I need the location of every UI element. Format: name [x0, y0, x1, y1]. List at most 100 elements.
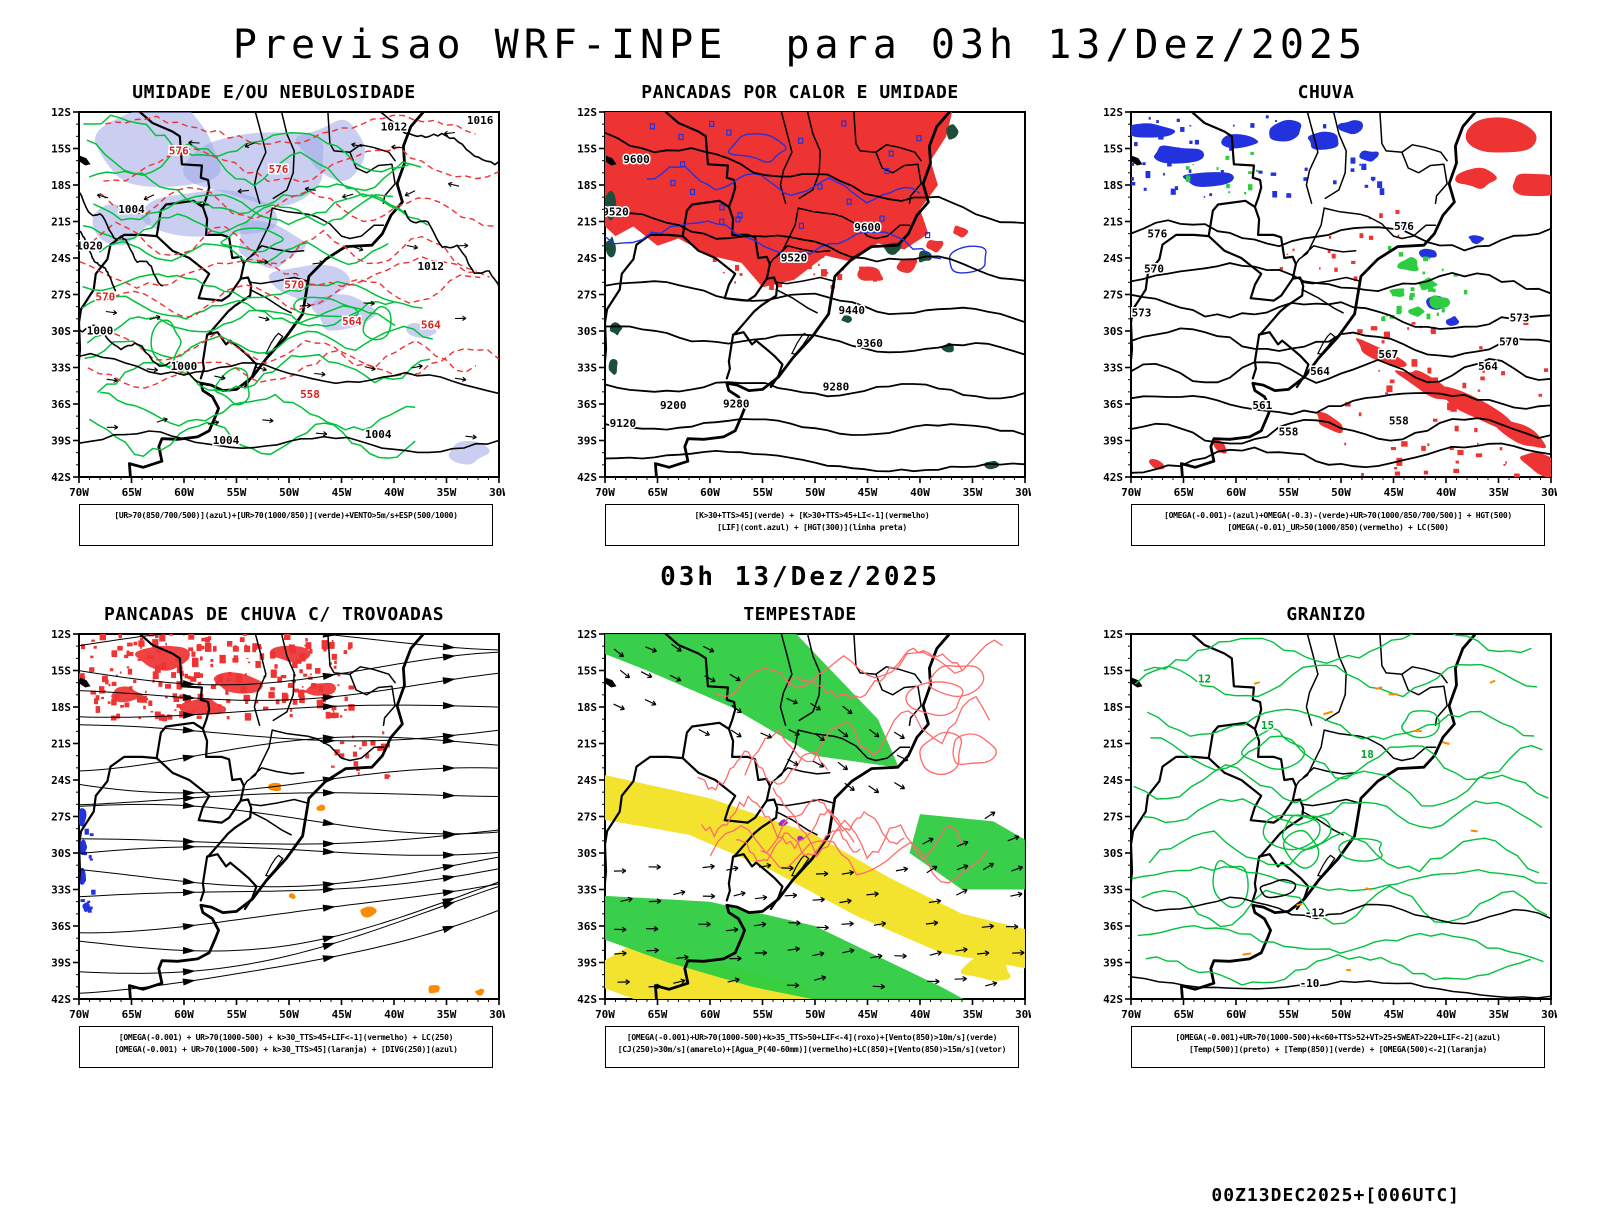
maps-row-top: UMIDADE E/OU NEBULOSIDADE 12S 15S 18S 21S 24… [0, 82, 1600, 546]
legend-caption-pancadas-calor: [K>30+TTS>45](verde) + [K>30+TTS>45+LI<-… [605, 504, 1019, 546]
svg-text:12: 12 [1198, 673, 1211, 686]
svg-text:65W: 65W [122, 486, 142, 499]
map-canvas-tempestade: 12S 15S 18S 21S 24S 27S 30S 33S 36S 39S 42S 70W 65W 6… [577, 628, 1031, 1021]
map-canvas-pancadas-calor: 12S 15S 18S 21S 24S 27S 30S 33S 36S 39S 42S 70W 65W 6… [577, 106, 1031, 499]
svg-text:1000: 1000 [87, 325, 114, 338]
svg-text:1012: 1012 [381, 120, 408, 133]
panel-title-trovoadas: PANCADAS DE CHUVA C/ TROVOADAS [103, 604, 445, 625]
svg-text:70W: 70W [1121, 486, 1141, 499]
svg-text:21S: 21S [51, 738, 71, 751]
svg-text:30W: 30W [1541, 486, 1557, 499]
svg-text:55W: 55W [227, 1008, 247, 1021]
svg-text:12S: 12S [577, 106, 597, 119]
legend-line: [OMEGA(-0.001)+UR>70(1000-500)+k<60+TTS>… [1175, 1033, 1501, 1042]
svg-text:65W: 65W [1174, 486, 1194, 499]
svg-text:15S: 15S [577, 665, 597, 678]
svg-text:33S: 33S [51, 884, 71, 897]
svg-text:65W: 65W [648, 1008, 668, 1021]
svg-text:39S: 39S [1103, 435, 1123, 448]
svg-text:558: 558 [1279, 426, 1299, 439]
svg-text:-10: -10 [1300, 977, 1320, 990]
map-canvas-granizo: 12S 15S 18S 21S 24S 27S 30S 33S 36S 39S 42S 70W 65W 6… [1103, 628, 1557, 1021]
svg-text:1004: 1004 [213, 434, 240, 447]
svg-text:564: 564 [342, 315, 362, 328]
svg-text:27S: 27S [577, 289, 597, 302]
svg-text:1000: 1000 [171, 360, 198, 373]
panel-granizo: GRANIZO 12S 15S 18S 21S 24S 27S 30S 33S 36S 39S 42… [1091, 604, 1561, 1068]
svg-text:55W: 55W [753, 1008, 773, 1021]
panel-title-umidade: UMIDADE E/OU NEBULOSIDADE [132, 82, 416, 103]
panel-umidade: UMIDADE E/OU NEBULOSIDADE 12S 15S 18S 21S 24… [39, 82, 509, 546]
svg-text:27S: 27S [51, 289, 71, 302]
svg-text:42S: 42S [1103, 993, 1123, 1006]
svg-text:60W: 60W [1226, 486, 1246, 499]
svg-text:36S: 36S [577, 920, 597, 933]
svg-text:45W: 45W [1384, 486, 1404, 499]
svg-text:21S: 21S [1103, 738, 1123, 751]
svg-text:9440: 9440 [839, 304, 866, 317]
svg-text:35W: 35W [1489, 486, 1509, 499]
svg-text:12S: 12S [51, 106, 71, 119]
svg-text:70W: 70W [595, 486, 615, 499]
svg-text:576: 576 [1147, 227, 1167, 240]
svg-text:9600: 9600 [623, 153, 650, 166]
svg-text:18S: 18S [1103, 179, 1123, 192]
legend-line: [Temp(500)](preto) + [Temp(850)](verde) … [1188, 1045, 1488, 1054]
svg-text:30S: 30S [577, 325, 597, 338]
svg-text:60W: 60W [174, 1008, 194, 1021]
svg-text:564: 564 [1478, 360, 1498, 373]
svg-text:45W: 45W [1384, 1008, 1404, 1021]
svg-text:35W: 35W [963, 486, 983, 499]
svg-text:70W: 70W [69, 486, 89, 499]
svg-text:576: 576 [169, 145, 189, 158]
svg-text:30S: 30S [51, 847, 71, 860]
svg-text:15S: 15S [1103, 143, 1123, 156]
svg-text:27S: 27S [1103, 289, 1123, 302]
svg-text:42S: 42S [577, 993, 597, 1006]
svg-text:45W: 45W [332, 1008, 352, 1021]
svg-text:70W: 70W [595, 1008, 615, 1021]
legend-caption-granizo: [OMEGA(-0.001)+UR>70(1000-500)+k<60+TTS>… [1131, 1026, 1545, 1068]
svg-text:33S: 33S [51, 362, 71, 375]
map-canvas-umidade: 12S 15S 18S 21S 24S 27S 30S 33S 36S 39S 42S 70W 65W 6… [51, 106, 505, 499]
svg-text:55W: 55W [1279, 486, 1299, 499]
svg-text:30W: 30W [1015, 1008, 1031, 1021]
svg-text:50W: 50W [805, 486, 825, 499]
legend-line: [UR>70(850/700/500)](azul)+[UR>70(1000/8… [114, 511, 458, 520]
svg-text:12S: 12S [1103, 628, 1123, 641]
svg-text:21S: 21S [577, 216, 597, 229]
svg-text:35W: 35W [437, 486, 457, 499]
svg-text:570: 570 [1144, 263, 1164, 276]
svg-text:18S: 18S [51, 701, 71, 714]
legend-caption-umidade: [UR>70(850/700/500)](azul)+[UR>70(1000/8… [79, 504, 493, 546]
svg-text:21S: 21S [51, 216, 71, 229]
svg-text:573: 573 [1132, 306, 1152, 319]
svg-text:558: 558 [300, 388, 320, 401]
svg-text:570: 570 [1499, 336, 1519, 349]
svg-text:45W: 45W [858, 486, 878, 499]
svg-text:570: 570 [95, 291, 115, 304]
map-canvas-chuva: 12S 15S 18S 21S 24S 27S 30S 33S 36S 39S 42S 70W 65W 6… [1103, 106, 1557, 499]
svg-text:42S: 42S [577, 471, 597, 484]
svg-text:36S: 36S [577, 398, 597, 411]
map-canvas-trovoadas: 12S 15S 18S 21S 24S 27S 30S 33S 36S 39S 42S 70W 65W 6… [51, 628, 505, 1021]
legend-caption-chuva: [OMEGA(-0.001)-(azul)+OMEGA(-0.3)-(verde… [1131, 504, 1545, 546]
svg-text:40W: 40W [1436, 486, 1456, 499]
svg-text:9360: 9360 [856, 337, 883, 350]
svg-text:50W: 50W [805, 1008, 825, 1021]
svg-text:18S: 18S [577, 179, 597, 192]
svg-text:36S: 36S [51, 920, 71, 933]
page-title: Previsao WRF-INPE para 03h 13/Dez/2025 [232, 22, 1368, 68]
svg-text:558: 558 [1389, 415, 1409, 428]
svg-text:70W: 70W [1121, 1008, 1141, 1021]
svg-text:9520: 9520 [781, 252, 808, 265]
svg-text:15: 15 [1261, 719, 1274, 732]
svg-text:30S: 30S [577, 847, 597, 860]
svg-text:35W: 35W [963, 1008, 983, 1021]
svg-text:39S: 39S [577, 435, 597, 448]
svg-text:60W: 60W [700, 486, 720, 499]
svg-text:30W: 30W [489, 1008, 505, 1021]
svg-text:36S: 36S [51, 398, 71, 411]
svg-text:33S: 33S [577, 362, 597, 375]
svg-text:45W: 45W [858, 1008, 878, 1021]
